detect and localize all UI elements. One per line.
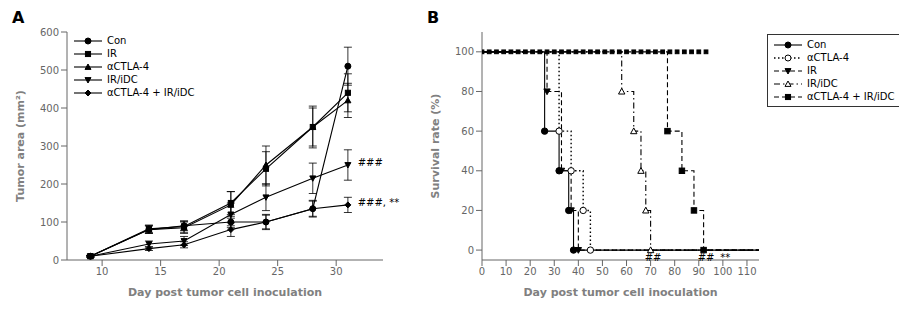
svg-text:40: 40 <box>572 266 585 277</box>
svg-text:Day post tumor cell inoculatio: Day post tumor cell inoculation <box>128 286 322 299</box>
svg-text:100: 100 <box>40 217 59 228</box>
svg-text:30: 30 <box>548 266 561 277</box>
svg-text:##: ## <box>645 252 662 263</box>
svg-text:300: 300 <box>40 141 59 152</box>
html-text:IR/iDC: IR/iDC <box>107 74 138 85</box>
svg-text:80: 80 <box>461 86 474 97</box>
svg-text:Survival rate (%): Survival rate (%) <box>429 94 442 199</box>
svg-text:Tumor area (mm²): Tumor area (mm²) <box>14 90 27 202</box>
svg-text:0: 0 <box>468 245 474 256</box>
svg-text:25: 25 <box>271 266 284 277</box>
svg-text:10: 10 <box>96 266 109 277</box>
html-text:αCTLA-4: αCTLA-4 <box>807 52 850 63</box>
svg-text:110: 110 <box>737 266 756 277</box>
html-text:αCTLA-4 + IR/iDC: αCTLA-4 + IR/iDC <box>807 91 895 102</box>
svg-text:100: 100 <box>455 46 474 57</box>
html-text:Con: Con <box>107 35 127 46</box>
svg-text:0: 0 <box>53 255 59 266</box>
svg-text:70: 70 <box>644 266 657 277</box>
svg-text:40: 40 <box>461 165 474 176</box>
svg-text:600: 600 <box>40 27 59 38</box>
html-text:IR: IR <box>807 65 817 76</box>
html-text:αCTLA-4 + IR/iDC: αCTLA-4 + IR/iDC <box>107 87 195 98</box>
svg-text:10: 10 <box>500 266 513 277</box>
svg-text:###, **: ###, ** <box>358 197 400 208</box>
html-text:B: B <box>427 8 440 27</box>
svg-text:90: 90 <box>692 266 705 277</box>
svg-text:60: 60 <box>461 126 474 137</box>
svg-text:50: 50 <box>596 266 609 277</box>
svg-text:100: 100 <box>713 266 732 277</box>
svg-text:15: 15 <box>154 266 167 277</box>
svg-text:###: ### <box>358 157 383 168</box>
svg-text:30: 30 <box>330 266 343 277</box>
svg-text:60: 60 <box>620 266 633 277</box>
svg-text:**: ** <box>720 252 730 263</box>
html-text:A: A <box>12 8 25 27</box>
svg-text:20: 20 <box>524 266 537 277</box>
svg-text:400: 400 <box>40 103 59 114</box>
html-text:IR: IR <box>107 48 117 59</box>
svg-text:##: ## <box>698 252 715 263</box>
svg-text:Day post tumor cell inoculatio: Day post tumor cell inoculation <box>523 286 717 299</box>
svg-text:20: 20 <box>213 266 226 277</box>
html-text:Con: Con <box>807 39 827 50</box>
html-text:IR/iDC: IR/iDC <box>807 78 838 89</box>
html-text:αCTLA-4: αCTLA-4 <box>107 61 150 72</box>
svg-text:200: 200 <box>40 179 59 190</box>
svg-text:20: 20 <box>461 205 474 216</box>
svg-text:500: 500 <box>40 65 59 76</box>
svg-text:0: 0 <box>479 266 485 277</box>
svg-text:80: 80 <box>668 266 681 277</box>
